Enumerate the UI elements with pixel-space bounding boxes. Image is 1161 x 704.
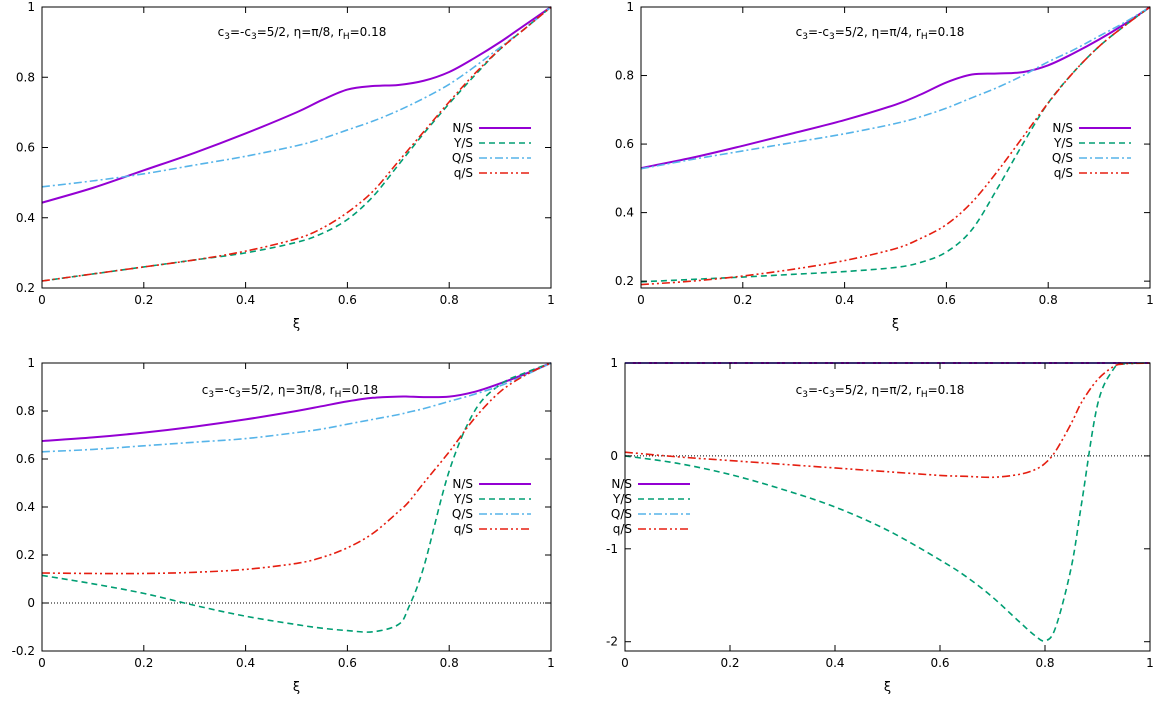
x-axis-label: ξ bbox=[884, 680, 891, 695]
x-tick-label: 0.6 bbox=[338, 293, 357, 307]
legend-label: N/S bbox=[611, 477, 632, 491]
x-tick-label: 0.2 bbox=[134, 656, 153, 670]
series-line-q-s bbox=[640, 6, 1151, 286]
x-tick-label: 0 bbox=[38, 656, 46, 670]
y-tick-label: 0.2 bbox=[16, 548, 35, 562]
x-tick-label: 0.8 bbox=[440, 293, 459, 307]
legend-label: Q/S bbox=[1052, 151, 1073, 165]
x-tick-label: 1 bbox=[547, 293, 555, 307]
x-tick-label: 0.8 bbox=[1035, 656, 1054, 670]
series-line-n-s bbox=[640, 6, 1151, 170]
legend-label: q/S bbox=[613, 522, 632, 536]
legend-label: N/S bbox=[452, 121, 473, 135]
plot-frame bbox=[624, 362, 1151, 652]
y-tick-label: 0.8 bbox=[16, 404, 35, 418]
plot-frame bbox=[640, 6, 1151, 289]
series-line-y-s bbox=[41, 6, 552, 282]
series-line-q-s bbox=[41, 362, 552, 453]
x-tick-label: 1 bbox=[1146, 656, 1154, 670]
legend: N/SY/SQ/Sq/S bbox=[1052, 121, 1131, 180]
series-line-n-s bbox=[41, 362, 552, 442]
y-tick-label: 0.6 bbox=[615, 137, 634, 151]
x-tick-label: 0 bbox=[637, 293, 645, 307]
x-tick-label: 0.2 bbox=[720, 656, 739, 670]
x-tick-label: 0.2 bbox=[733, 293, 752, 307]
x-tick-label: 0.2 bbox=[134, 293, 153, 307]
chart-title: c3=-c3=5/2, η=π/2, rH=0.18 bbox=[796, 383, 965, 400]
legend-label: Y/S bbox=[453, 492, 473, 506]
plot-frame bbox=[41, 6, 552, 289]
plot-frame bbox=[41, 362, 552, 652]
y-tick-label: 1 bbox=[27, 0, 35, 14]
x-tick-label: 0.4 bbox=[236, 656, 255, 670]
x-tick-label: 0.4 bbox=[236, 293, 255, 307]
chart-panel-3: 0 0.2 0.4 0.6 0.8 1-0.200.20.40.60.81ξc3=-c3=… bbox=[12, 356, 555, 695]
chart-panel-2: 0 0.2 0.4 0.6 0.8 10.20.40.60.81ξc3=-c3=5/2, … bbox=[615, 0, 1154, 332]
chart-title: c3=-c3=5/2, η=3π/8, rH=0.18 bbox=[202, 383, 378, 400]
series-line-q-s bbox=[624, 362, 1151, 479]
legend-label: Y/S bbox=[453, 136, 473, 150]
legend-label: Q/S bbox=[452, 507, 473, 521]
y-tick-label: 1 bbox=[27, 356, 35, 370]
y-tick-label: 1 bbox=[610, 356, 618, 370]
series-line-q-s bbox=[41, 6, 552, 188]
legend-label: Q/S bbox=[611, 507, 632, 521]
x-tick-label: 0.6 bbox=[937, 293, 956, 307]
x-tick-label: 0 bbox=[621, 656, 629, 670]
y-tick-label: 1 bbox=[626, 0, 634, 14]
x-tick-label: 1 bbox=[547, 656, 555, 670]
series-line-y-s bbox=[624, 362, 1151, 642]
chart-title: c3=-c3=5/2, η=π/8, rH=0.18 bbox=[218, 25, 387, 42]
legend-label: N/S bbox=[1052, 121, 1073, 135]
x-axis-label: ξ bbox=[293, 680, 300, 695]
y-tick-label: 0.6 bbox=[16, 452, 35, 466]
x-tick-label: 0.6 bbox=[338, 656, 357, 670]
series-line-q-s bbox=[41, 6, 552, 282]
y-tick-label: -2 bbox=[606, 635, 618, 649]
y-tick-label: -0.2 bbox=[12, 644, 35, 658]
y-tick-label: 0.8 bbox=[16, 70, 35, 84]
x-tick-label: 1 bbox=[1146, 293, 1154, 307]
legend: N/SY/SQ/Sq/S bbox=[452, 121, 531, 180]
legend-label: q/S bbox=[454, 522, 473, 536]
legend-label: q/S bbox=[454, 166, 473, 180]
chart-panel-4: 0 0.2 0.4 0.6 0.8 1 -2 -1 0 1 ξ c3=-c3=5/2, η=π/2, … bbox=[606, 356, 1154, 695]
chart-panel-1: 0 0.2 0.4 0.6 0.8 10.20.40.60.81ξc3=-c3=5/2, … bbox=[16, 0, 555, 332]
series-line-n-s bbox=[41, 6, 552, 204]
y-tick-label: 0 bbox=[27, 596, 35, 610]
legend-label: q/S bbox=[1054, 166, 1073, 180]
y-tick-label: 0.6 bbox=[16, 141, 35, 155]
y-tick-label: 0.2 bbox=[16, 281, 35, 295]
y-tick-label: 0.2 bbox=[615, 274, 634, 288]
series-line-q-s bbox=[640, 6, 1151, 170]
x-axis-label: ξ bbox=[892, 317, 899, 332]
x-axis-label: ξ bbox=[293, 317, 300, 332]
chart-title: c3=-c3=5/2, η=π/4, rH=0.18 bbox=[796, 25, 965, 42]
legend: N/SY/SQ/Sq/S bbox=[452, 477, 531, 536]
y-tick-label: 0.8 bbox=[615, 69, 634, 83]
x-tick-label: 0.6 bbox=[930, 656, 949, 670]
legend-label: Y/S bbox=[612, 492, 632, 506]
y-tick-label: 0.4 bbox=[16, 500, 35, 514]
legend: N/SY/SQ/Sq/S bbox=[611, 477, 690, 536]
legend-label: Q/S bbox=[452, 151, 473, 165]
y-tick-label: 0 bbox=[610, 449, 618, 463]
x-tick-label: 0.4 bbox=[825, 656, 844, 670]
series-line-y-s bbox=[41, 362, 552, 633]
x-tick-label: 0.4 bbox=[835, 293, 854, 307]
y-tick-label: 0.4 bbox=[615, 206, 634, 220]
y-tick-label: 0.4 bbox=[16, 211, 35, 225]
legend-label: Y/S bbox=[1053, 136, 1073, 150]
x-tick-label: 0.8 bbox=[440, 656, 459, 670]
y-tick-label: -1 bbox=[606, 542, 618, 556]
series-line-q-s bbox=[41, 362, 552, 575]
legend-label: N/S bbox=[452, 477, 473, 491]
series-line-y-s bbox=[640, 6, 1151, 283]
x-tick-label: 0 bbox=[38, 293, 46, 307]
x-tick-label: 0.8 bbox=[1039, 293, 1058, 307]
